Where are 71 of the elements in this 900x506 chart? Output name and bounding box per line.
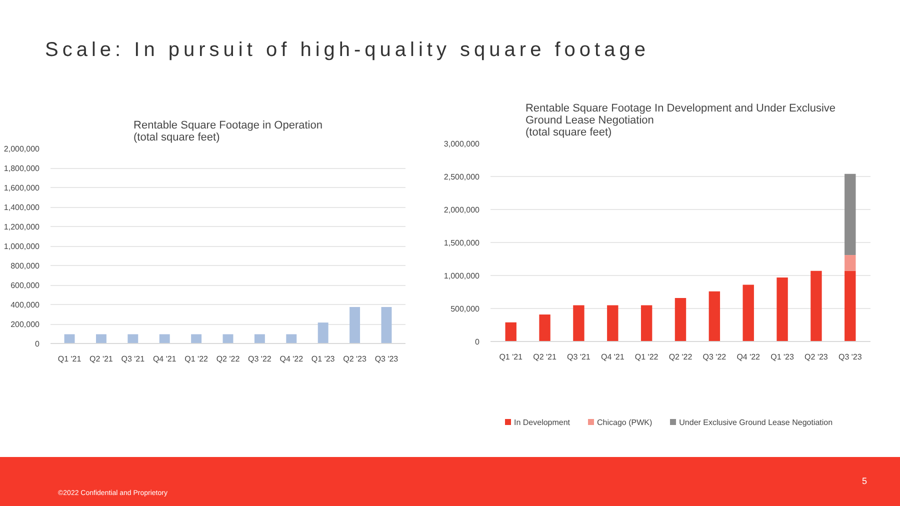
bar [96,334,106,344]
x-tick-label: Q3 '23 [838,352,862,362]
bar [222,334,234,344]
y-tick-label: 1,500,000 [444,238,480,248]
x-tick-label: Q1 '22 [184,354,209,364]
y-tick-label: 0 [35,340,40,348]
bar [381,306,392,344]
x-tick-label: Q1 '23 [770,352,794,362]
bar [640,305,652,342]
bar [350,306,360,344]
x-tick-label: Q4 '21 [152,354,177,364]
x-tick-label: Q2 '23 [343,354,367,364]
bar [539,314,550,342]
x-tick-label: Q3 '21 [121,354,146,364]
x-tick-label: Q1 '22 [634,352,659,362]
y-tick-label: 200,000 [10,320,40,329]
bar [810,270,822,342]
x-tick-label: Q2 '23 [804,352,828,362]
y-tick-label: 600,000 [10,281,40,290]
bar [607,305,618,342]
x-tick-label: Q4 '22 [736,352,761,362]
y-tick-label: 1,000,000 [4,242,40,251]
text: 5 [861,475,868,488]
y-tick-label: 1,000,000 [444,272,480,280]
x-tick-label: Q4 '21 [600,352,625,362]
legend-label: Under Exclusive Ground Lease Negotiation [679,418,833,427]
x-tick-label: Q3 '22 [702,352,727,362]
bar [708,291,720,342]
y-tick-label: 2,500,000 [444,172,480,182]
y-tick-label: 400,000 [10,300,40,310]
x-tick-label: Q3 '22 [248,354,272,364]
bar [844,270,856,342]
bar [286,334,297,344]
x-tick-label: Q4 '22 [280,354,304,364]
bar [776,277,788,342]
bar [505,322,516,342]
bar [254,334,265,344]
legend-label: Chicago (PWK) [597,418,652,427]
y-tick-label: 1,800,000 [4,164,40,173]
bar [159,334,170,344]
bar [573,305,584,342]
y-tick-label: 0 [475,338,480,346]
chart-title: Rentable Square Footage in Operation (total square feet) [134,120,322,144]
chart-title: Rentable Square Footage In Development and Under Exclusive Ground Lease Negotiation (total square feet) [525,102,836,138]
x-tick-label: Q2 '21 [90,354,114,364]
bar [844,174,856,256]
y-tick-label: 1,600,000 [4,184,40,192]
y-tick-label: 1,400,000 [4,203,40,212]
y-tick-label: 2,000,000 [444,206,480,214]
x-tick-label: Q1 '23 [311,354,336,364]
bar [318,322,328,344]
bar [844,255,856,271]
x-tick-label: Q1 '21 [58,354,82,364]
bar [191,334,202,344]
x-tick-label: Q2 '22 [668,352,693,362]
bar [742,284,754,342]
x-tick-label: Q3 '21 [567,352,591,362]
y-tick-label: 500,000 [450,304,480,314]
text: Scale: In pursuit of high-quality square footage [44,38,650,63]
bar [128,334,138,344]
bar [674,298,686,342]
y-tick-label: 2,000,000 [4,144,40,154]
x-tick-label: Q2 '22 [216,354,240,364]
y-tick-label: 1,200,000 [4,222,40,232]
x-tick-label: Q3 '23 [374,354,399,364]
y-tick-label: 3,000,000 [444,140,480,148]
legend-label: In Development [514,418,570,427]
x-tick-label: Q2 '21 [533,352,557,362]
x-tick-label: Q1 '21 [499,352,524,362]
y-tick-label: 800,000 [10,262,40,270]
bar [64,334,75,344]
